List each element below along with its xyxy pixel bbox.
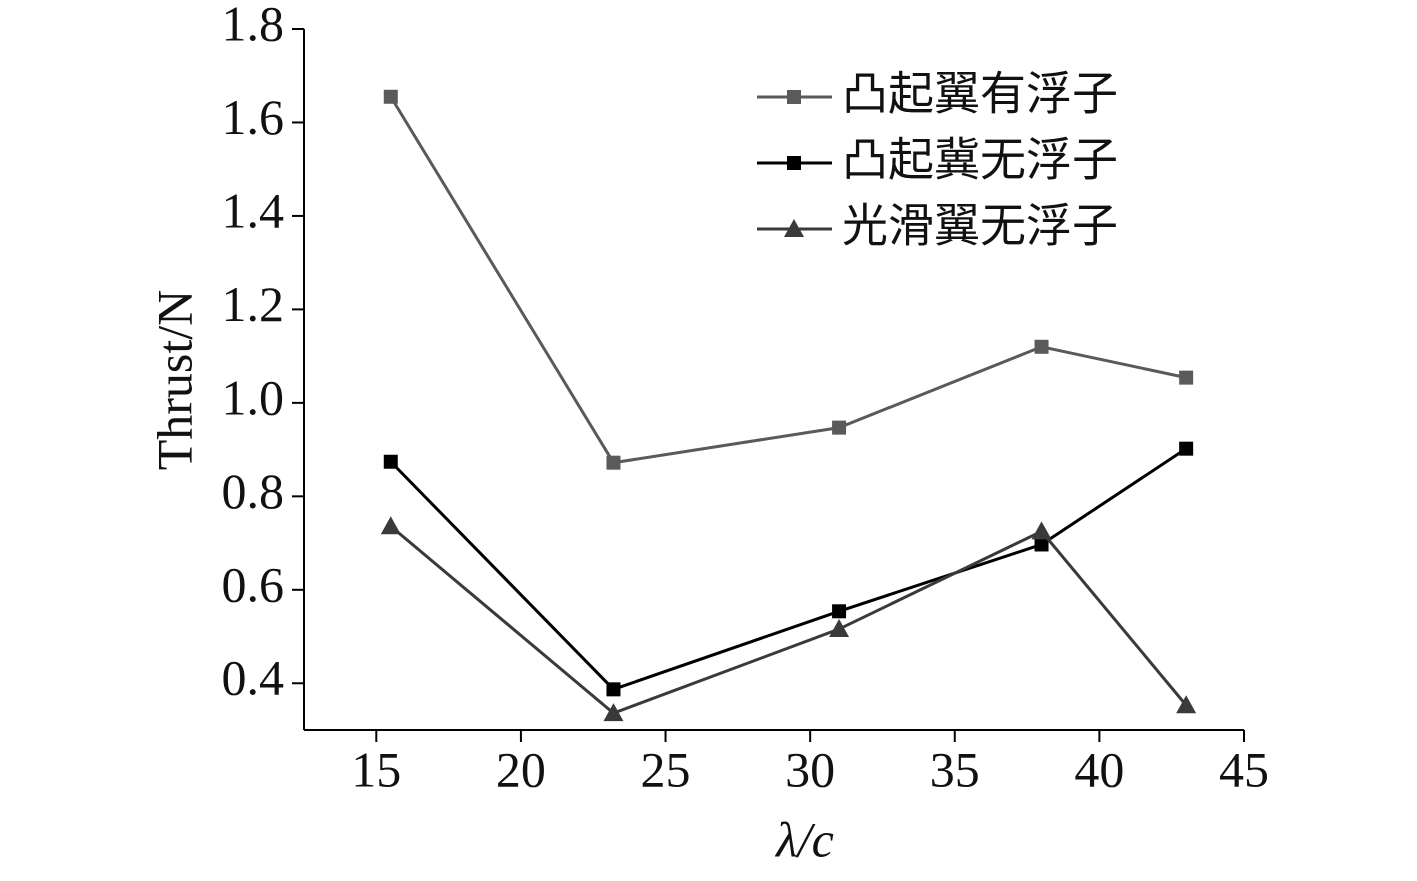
legend-marker <box>784 219 804 237</box>
legend-marker <box>787 156 801 170</box>
legend-label: 凸起翼有浮子 <box>842 67 1118 121</box>
marker <box>606 455 621 470</box>
line <box>389 525 1188 715</box>
marker <box>1176 695 1197 714</box>
x-axis-title: λ/c <box>774 811 834 867</box>
x-tick-label: 35 <box>930 741 980 797</box>
marker <box>606 682 621 697</box>
x-tick-label: 30 <box>785 741 835 797</box>
marker <box>1031 521 1052 540</box>
y-tick-label: 0.4 <box>222 650 285 706</box>
line <box>389 447 1187 692</box>
marker <box>1179 370 1194 385</box>
y-tick-label: 0.6 <box>222 556 285 612</box>
marker <box>832 604 847 619</box>
legend-label: 凸起冀无浮子 <box>842 133 1118 187</box>
y-tick-label: 1.8 <box>222 0 285 51</box>
legend-label: 光滑翼无浮子 <box>842 199 1118 253</box>
marker <box>832 420 847 435</box>
x-tick-label: 25 <box>641 741 691 797</box>
y-tick-label: 1.4 <box>222 182 285 238</box>
x-tick-label: 15 <box>351 741 401 797</box>
marker <box>383 454 398 469</box>
marker <box>603 703 624 722</box>
y-tick-label: 1.2 <box>222 276 285 332</box>
marker <box>380 516 401 535</box>
marker <box>829 619 850 638</box>
marker <box>1179 441 1194 456</box>
x-tick-label: 20 <box>496 741 546 797</box>
y-tick-label: 1.6 <box>222 89 285 145</box>
legend-marker <box>787 90 801 104</box>
marker <box>1034 537 1049 552</box>
x-tick-label: 40 <box>1074 741 1124 797</box>
y-tick-label: 1.0 <box>222 369 285 425</box>
marker <box>383 89 398 104</box>
x-tick-label: 45 <box>1219 741 1269 797</box>
y-axis-title: Thrust/N <box>146 290 202 471</box>
y-tick-label: 0.8 <box>222 463 285 519</box>
marker <box>1034 339 1049 354</box>
